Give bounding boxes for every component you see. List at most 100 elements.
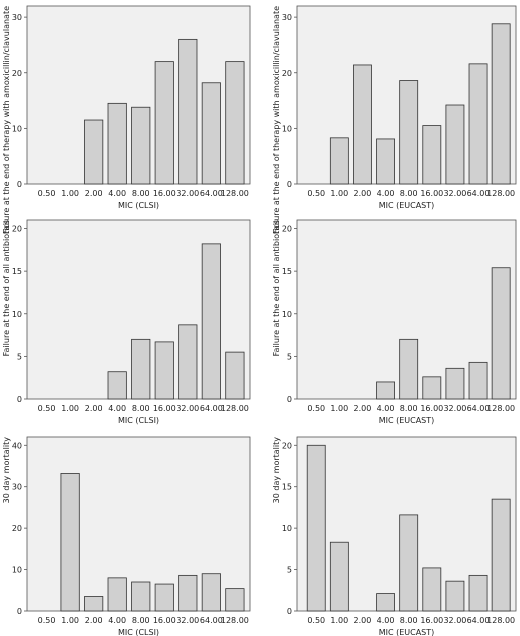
bar bbox=[491, 23, 511, 185]
x-tick-label: 2.00 bbox=[354, 189, 372, 198]
bar bbox=[201, 243, 221, 400]
x-tick-label: 64.00 bbox=[467, 404, 490, 413]
y-tick-label: 30 bbox=[12, 13, 22, 22]
y-tick-label: 15 bbox=[282, 267, 292, 276]
bar bbox=[225, 351, 245, 400]
y-tick-label: 0 bbox=[287, 395, 292, 404]
x-tick-label: 16.00 bbox=[153, 189, 176, 198]
x-tick-label: 0.50 bbox=[38, 189, 56, 198]
y-tick-label: 15 bbox=[12, 267, 22, 276]
bar bbox=[107, 371, 127, 400]
bar bbox=[445, 580, 465, 612]
chart-panel-2: 0 10 20 30 0.50 1.00 2.00 4.00 8.00 16.00 32.00 64.… bbox=[272, 5, 517, 234]
chart-panel-5: 0 10 20 30 40 0.50 1.00 2.00 4.00 8.00 16.00 32.00 6… bbox=[2, 436, 251, 636]
bar bbox=[491, 498, 511, 612]
bar bbox=[178, 38, 198, 185]
bar bbox=[329, 541, 349, 612]
x-tick-label: 1.00 bbox=[330, 404, 348, 413]
bar bbox=[178, 324, 198, 400]
bar bbox=[60, 473, 80, 612]
x-tick-label: 4.00 bbox=[108, 404, 126, 413]
x-tick-label: 8.00 bbox=[132, 189, 150, 198]
bar bbox=[131, 581, 151, 612]
x-tick-label: 1.00 bbox=[61, 616, 79, 625]
x-tick-label: 1.00 bbox=[61, 404, 79, 413]
bar bbox=[468, 574, 488, 612]
y-tick-label: 20 bbox=[282, 225, 292, 234]
x-axis-label: MIC (EUCAST) bbox=[379, 416, 435, 425]
bar bbox=[491, 267, 511, 400]
y-tick-label: 20 bbox=[12, 225, 22, 234]
y-tick-label: 0 bbox=[287, 180, 292, 189]
x-tick-label: 1.00 bbox=[61, 189, 79, 198]
x-tick-label: 128.00 bbox=[487, 616, 515, 625]
bar bbox=[154, 583, 174, 612]
x-tick-label: 16.00 bbox=[420, 616, 443, 625]
y-tick-label: 10 bbox=[282, 524, 292, 533]
bar bbox=[201, 573, 221, 612]
y-tick-label: 0 bbox=[17, 180, 22, 189]
x-tick-label: 2.00 bbox=[85, 404, 103, 413]
y-tick-label: 5 bbox=[287, 566, 292, 575]
x-tick-label: 32.00 bbox=[443, 404, 466, 413]
x-tick-label: 4.00 bbox=[108, 189, 126, 198]
bar bbox=[468, 63, 488, 185]
y-axis-label: Failure at the end of therapy with amoxi… bbox=[272, 6, 281, 234]
bar bbox=[107, 577, 127, 612]
bar bbox=[178, 574, 198, 612]
y-tick-label: 15 bbox=[282, 483, 292, 492]
x-tick-label: 8.00 bbox=[400, 189, 418, 198]
y-tick-label: 30 bbox=[282, 13, 292, 22]
y-axis-label: 30 day mortality bbox=[272, 437, 281, 504]
x-tick-label: 16.00 bbox=[153, 404, 176, 413]
y-tick-label: 10 bbox=[12, 566, 22, 575]
x-tick-label: 2.00 bbox=[85, 189, 103, 198]
bar bbox=[84, 596, 104, 612]
y-tick-label: 10 bbox=[282, 124, 292, 133]
y-tick-label: 5 bbox=[17, 352, 22, 361]
x-tick-label: 4.00 bbox=[108, 616, 126, 625]
bar bbox=[225, 588, 245, 612]
x-tick-label: 128.00 bbox=[487, 189, 515, 198]
bar bbox=[445, 104, 465, 185]
x-tick-label: 16.00 bbox=[420, 404, 443, 413]
bar bbox=[399, 80, 419, 185]
bar bbox=[399, 514, 419, 612]
bar bbox=[399, 338, 419, 400]
x-tick-label: 8.00 bbox=[400, 404, 418, 413]
y-axis-label: Failure at the end of all antibiotics bbox=[272, 220, 281, 356]
x-tick-label: 64.00 bbox=[200, 404, 223, 413]
bar bbox=[422, 567, 442, 612]
bar bbox=[376, 138, 395, 185]
x-tick-label: 64.00 bbox=[467, 189, 490, 198]
x-tick-label: 32.00 bbox=[176, 189, 199, 198]
bar bbox=[107, 102, 127, 185]
x-tick-label: 64.00 bbox=[200, 616, 223, 625]
x-tick-label: 32.00 bbox=[443, 189, 466, 198]
x-axis-label: MIC (CLSI) bbox=[118, 416, 159, 425]
y-tick-label: 20 bbox=[12, 524, 22, 533]
x-tick-label: 4.00 bbox=[377, 404, 395, 413]
bar bbox=[154, 341, 174, 400]
x-tick-label: 0.50 bbox=[307, 616, 325, 625]
bar bbox=[329, 137, 349, 185]
bar bbox=[445, 367, 465, 400]
x-tick-label: 128.00 bbox=[487, 404, 515, 413]
x-tick-label: 2.00 bbox=[354, 404, 372, 413]
y-tick-label: 10 bbox=[12, 310, 22, 319]
x-axis-label: MIC (CLSI) bbox=[118, 628, 159, 636]
x-tick-label: 4.00 bbox=[377, 616, 395, 625]
bar bbox=[376, 593, 395, 612]
y-tick-label: 0 bbox=[17, 395, 22, 404]
bar bbox=[353, 64, 372, 185]
chart-panel-6: 0 5 10 15 20 0.50 1.00 2.00 4.00 8.00 16.00 32.00 64… bbox=[272, 436, 517, 636]
x-tick-label: 16.00 bbox=[420, 189, 443, 198]
y-tick-label: 10 bbox=[282, 310, 292, 319]
bar bbox=[376, 381, 395, 400]
x-tick-label: 64.00 bbox=[200, 189, 223, 198]
y-axis-label: Failure at the end of therapy with amoxi… bbox=[2, 6, 11, 234]
x-axis-label: MIC (EUCAST) bbox=[379, 201, 435, 210]
x-tick-label: 0.50 bbox=[38, 616, 56, 625]
y-axis-label: 30 day mortality bbox=[2, 437, 11, 504]
